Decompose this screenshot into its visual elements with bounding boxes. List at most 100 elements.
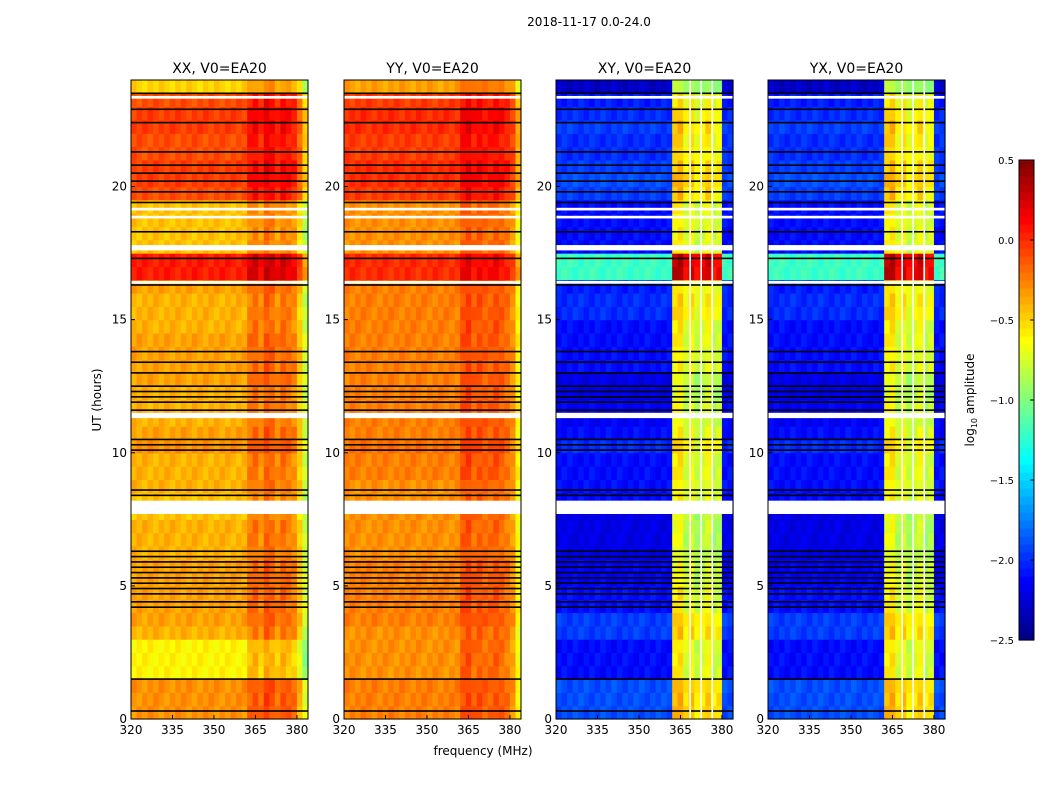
heatmap-cell	[561, 652, 568, 667]
heatmap-cell	[153, 226, 160, 241]
heatmap-cell	[202, 173, 210, 188]
heatmap-cell	[241, 173, 248, 188]
heatmap-cell	[258, 639, 265, 654]
heatmap-cell	[202, 80, 210, 94]
heatmap-cell	[922, 705, 930, 720]
heatmap-cell	[393, 346, 400, 361]
heatmap-cell	[291, 599, 298, 614]
heatmap-cell	[296, 119, 304, 134]
flagged-row-white	[131, 95, 308, 99]
heatmap-cell	[633, 452, 640, 467]
heatmap-cell	[688, 306, 695, 321]
heatmap-cell	[164, 559, 171, 574]
heatmap-cell	[616, 479, 623, 494]
heatmap-cell	[699, 545, 706, 560]
heatmap-cell	[377, 359, 384, 374]
heatmap-cell	[291, 679, 298, 693]
heatmap-cell	[432, 106, 439, 121]
heatmap-cell	[561, 226, 568, 241]
heatmap-cell	[147, 585, 154, 600]
heatmap-cell	[213, 146, 221, 161]
heatmap-cell	[594, 665, 601, 680]
flagged-row-black	[131, 582, 308, 585]
flagged-row-black	[344, 164, 521, 166]
heatmap-cell	[208, 532, 215, 547]
heatmap-cell	[186, 213, 193, 228]
heatmap-cell	[721, 599, 729, 614]
heatmap-cell	[388, 372, 395, 387]
heatmap-cell	[247, 519, 254, 534]
heatmap-cell	[269, 173, 276, 188]
heatmap-cell	[683, 705, 690, 720]
heatmap-cell	[399, 519, 406, 534]
heatmap-cell	[388, 612, 395, 627]
heatmap-cell	[136, 585, 143, 600]
heatmap-cell	[186, 452, 193, 467]
heatmap-cell	[493, 133, 500, 148]
heatmap-cell	[672, 159, 679, 174]
heatmap-cell	[252, 545, 259, 560]
heatmap-cell	[153, 346, 160, 361]
heatmap-cell	[509, 639, 517, 654]
heatmap-cell	[460, 452, 467, 467]
heatmap-cell	[153, 492, 160, 507]
heatmap-cell	[443, 559, 450, 574]
heatmap-cell	[175, 652, 182, 667]
heatmap-cell	[572, 213, 579, 228]
heatmap-cell	[438, 492, 445, 507]
heatmap-cell	[683, 133, 690, 148]
heatmap-cell	[438, 412, 445, 427]
heatmap-cell	[280, 80, 287, 94]
heatmap-cell	[247, 692, 254, 707]
heatmap-cell	[616, 119, 623, 134]
flagged-row-black	[344, 191, 521, 193]
heatmap-cell	[393, 199, 400, 214]
flagged-row-black	[556, 180, 733, 182]
heatmap-cell	[415, 412, 423, 427]
heatmap-cell	[147, 319, 154, 334]
heatmap-cell	[382, 519, 389, 534]
heatmap-cell	[705, 572, 712, 587]
heatmap-cell	[175, 119, 182, 134]
heatmap-cell	[567, 173, 574, 188]
heatmap-cell	[672, 532, 679, 547]
heatmap-cell	[721, 319, 729, 334]
heatmap-cell	[236, 692, 243, 707]
heatmap-cell	[454, 479, 461, 494]
heatmap-cell	[661, 306, 668, 321]
heatmap-cell	[202, 253, 210, 267]
heatmap-cell	[393, 186, 400, 201]
heatmap-cell	[834, 639, 841, 654]
heatmap-cell	[482, 93, 489, 108]
heatmap-cell	[355, 705, 362, 720]
heatmap-cell	[432, 213, 439, 228]
heatmap-cell	[355, 119, 362, 134]
heatmap-cell	[515, 133, 522, 148]
heatmap-cell	[291, 346, 298, 361]
heatmap-cell	[627, 572, 635, 587]
heatmap-cell	[705, 359, 712, 374]
heatmap-cell	[349, 639, 356, 654]
heatmap-cell	[460, 93, 467, 108]
heatmap-cell	[344, 199, 351, 214]
heatmap-cell	[487, 665, 494, 680]
heatmap-cell	[247, 559, 254, 574]
heatmap-cell	[449, 306, 456, 321]
heatmap-cell	[482, 572, 489, 587]
heatmap-cell	[460, 519, 467, 534]
heatmap-cell	[817, 652, 824, 667]
heatmap-cell	[515, 492, 522, 507]
heatmap-cell	[710, 479, 718, 494]
heatmap-cell	[131, 306, 138, 321]
heatmap-cell	[213, 466, 221, 480]
heatmap-cell	[694, 186, 701, 201]
heatmap-cell	[655, 319, 662, 334]
heatmap-cell	[683, 93, 690, 108]
heatmap-cell	[208, 519, 215, 534]
heatmap-cell	[449, 133, 456, 148]
heatmap-cell	[247, 159, 254, 174]
heatmap-cell	[197, 133, 204, 148]
heatmap-cell	[572, 386, 579, 401]
heatmap-cell	[269, 692, 276, 707]
heatmap-cell	[509, 466, 517, 480]
